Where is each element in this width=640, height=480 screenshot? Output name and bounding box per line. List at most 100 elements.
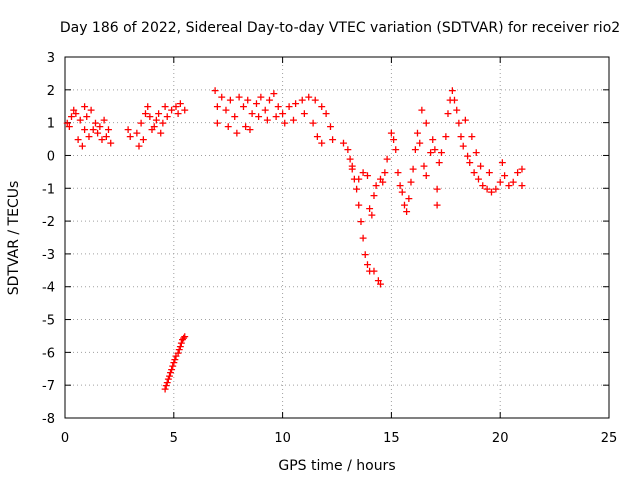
data-point: +: [263, 113, 272, 126]
plot-frame: [64, 56, 610, 419]
data-point: +: [252, 97, 261, 110]
data-point: +: [487, 186, 496, 199]
data-point: +: [474, 172, 483, 185]
data-point: +: [300, 107, 309, 120]
y-tick-label: 3: [47, 51, 55, 66]
series-track-a: ++++++++++++++++++++ ++: [63, 100, 116, 152]
data-point: +: [166, 366, 175, 379]
x-tick-label: 0: [61, 431, 69, 446]
data-point: +: [178, 333, 187, 346]
data-point: +: [463, 149, 472, 162]
data-point: +: [382, 153, 391, 166]
data-point: +: [106, 136, 115, 149]
data-point: +: [313, 130, 322, 143]
data-point: +: [84, 130, 93, 143]
data-point: +: [380, 166, 389, 179]
data-point: +: [476, 159, 485, 172]
data-point: +: [102, 130, 111, 143]
data-point: +: [391, 143, 400, 156]
data-point: +: [456, 130, 465, 143]
data-point: +: [152, 113, 161, 126]
x-tick-label: 25: [601, 431, 618, 446]
data-point: +: [176, 97, 185, 110]
data-points: ++++++++++++++++++++ ++++++++++++++++++++…: [63, 84, 527, 396]
data-point: +: [398, 186, 407, 199]
data-point: +: [175, 343, 184, 356]
series-track-e: +++++++++++++++++++++++++++: [339, 136, 392, 290]
data-point: +: [509, 176, 518, 189]
data-point: +: [450, 94, 459, 107]
data-point: +: [289, 113, 298, 126]
data-point: +: [409, 163, 418, 176]
data-point: +: [174, 107, 183, 120]
data-point: +: [359, 166, 368, 179]
data-point: +: [376, 277, 385, 290]
data-point: +: [243, 94, 252, 107]
y-tick-label: -1: [42, 182, 55, 197]
data-point: +: [123, 123, 132, 136]
data-point: +: [76, 113, 85, 126]
data-point: +: [415, 136, 424, 149]
data-point: +: [345, 153, 354, 166]
data-point: +: [73, 133, 82, 146]
x-tick-label: 5: [170, 431, 178, 446]
data-point: +: [363, 169, 372, 182]
data-point: +: [448, 84, 457, 97]
data-point: +: [168, 359, 177, 372]
data-point: +: [269, 87, 278, 100]
data-point: +: [504, 179, 513, 192]
data-point: +: [179, 332, 188, 345]
data-point: +: [367, 209, 376, 222]
data-point: +: [67, 110, 76, 123]
data-point: +: [224, 120, 233, 133]
data-point: +: [483, 182, 492, 195]
data-point: +: [372, 179, 381, 192]
data-point: +: [363, 258, 372, 271]
data-point: +: [163, 376, 172, 389]
data-point: +: [361, 248, 370, 261]
data-point: +: [472, 146, 481, 159]
data-point: +: [322, 107, 331, 120]
data-point: +: [143, 100, 152, 113]
series-track-b: ++++++++++++++++++++++: [123, 97, 189, 153]
data-point: +: [343, 143, 352, 156]
data-point: +: [91, 117, 100, 130]
data-point: +: [97, 133, 106, 146]
data-point: +: [369, 189, 378, 202]
data-point: +: [432, 182, 441, 195]
data-point: +: [411, 143, 420, 156]
data-point: +: [443, 107, 452, 120]
data-point: +: [454, 117, 463, 130]
data-point: +: [291, 97, 300, 110]
data-point: +: [348, 159, 357, 172]
data-point: +: [517, 179, 526, 192]
data-point: +: [402, 205, 411, 218]
data-point: +: [311, 94, 320, 107]
data-point: +: [389, 133, 398, 146]
data-point: +: [171, 350, 180, 363]
data-point: +: [369, 264, 378, 277]
data-point: +: [71, 107, 80, 120]
data-point: +: [422, 169, 431, 182]
data-point: +: [234, 90, 243, 103]
data-point: +: [162, 379, 171, 392]
data-point: +: [491, 182, 500, 195]
data-point: +: [89, 123, 98, 136]
data-point: +: [254, 110, 263, 123]
data-point: +: [230, 110, 239, 123]
data-point: +: [500, 169, 509, 182]
data-point: +: [356, 215, 365, 228]
data-point: +: [422, 117, 431, 130]
y-tick-label: 0: [47, 149, 55, 164]
grid: [65, 57, 609, 418]
data-point: +: [169, 356, 178, 369]
data-point: +: [461, 113, 470, 126]
data-point: +: [395, 179, 404, 192]
data-point: +: [446, 94, 455, 107]
data-point: +: [304, 90, 313, 103]
data-point: +: [167, 363, 176, 376]
data-point: +: [170, 353, 179, 366]
data-point: +: [213, 100, 222, 113]
data-point: +: [339, 136, 348, 149]
